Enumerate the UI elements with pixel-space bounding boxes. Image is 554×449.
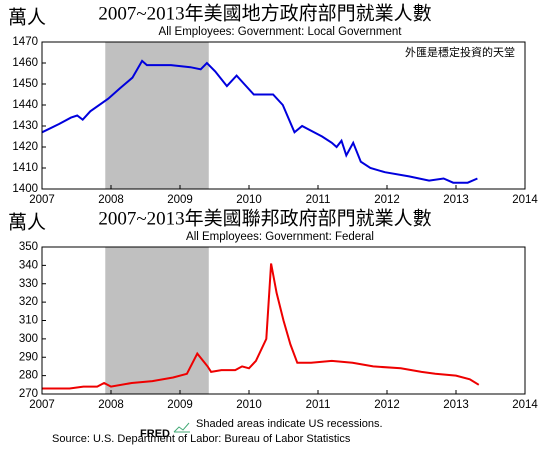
y-tick-label: 270: [19, 388, 38, 400]
y-tick-label: 340: [19, 259, 38, 271]
watermark: 外匯是穩定投資的天堂: [405, 45, 515, 59]
y-tick-label: 1410: [12, 162, 38, 174]
recession-shading: [105, 42, 209, 189]
chart-title: 2007~2013年美國聯邦政府部門就業人數: [98, 207, 431, 229]
x-tick-label: 2013: [443, 399, 469, 411]
plot-frame: [41, 246, 526, 395]
x-tick-label: 2010: [236, 399, 262, 411]
x-tick-label: 2014: [512, 399, 538, 411]
y-tick-label: 320: [19, 296, 38, 308]
y-tick-label: 280: [19, 370, 38, 382]
x-tick-label: 2014: [512, 194, 538, 206]
y-tick-label: 330: [19, 278, 38, 290]
fred-logo: FRED: [140, 428, 170, 440]
x-tick-label: 2011: [306, 399, 331, 411]
chart-subtitle: All Employees: Government: Local Governm…: [159, 26, 403, 38]
y-tick-label: 1460: [12, 57, 38, 69]
y-tick-label: 1440: [12, 99, 38, 111]
plot-frame: [41, 41, 526, 190]
x-tick-label: 2007: [29, 194, 55, 206]
y-tick-label: 1450: [12, 78, 38, 90]
x-tick-label: 2013: [443, 194, 469, 206]
data-line: [42, 263, 480, 390]
y-tick-label: 300: [19, 333, 38, 345]
x-tick-label: 2010: [236, 194, 262, 206]
x-tick-label: 2012: [374, 194, 400, 206]
y-tick-label: 1470: [12, 36, 38, 48]
y-tick-label: 1420: [12, 141, 38, 153]
y-tick-label: 1430: [12, 120, 38, 132]
chart-title: 2007~2013年美國地方政府部門就業人數: [98, 2, 431, 24]
x-tick-label: 2008: [98, 399, 124, 411]
x-tick-label: 2009: [167, 399, 193, 411]
x-tick-label: 2009: [167, 194, 193, 206]
y-tick-label: 310: [19, 315, 38, 327]
recession-shading: [105, 247, 209, 394]
recession-note: Shaded areas indicate US recessions.: [196, 418, 383, 430]
data-line: [41, 59, 478, 184]
y-unit-label: 萬人: [8, 6, 46, 28]
y-tick-label: 350: [19, 241, 38, 253]
y-tick-label: 290: [19, 351, 38, 363]
x-tick-label: 2012: [374, 399, 400, 411]
source-note: Source: U.S. Department of Labor: Bureau…: [52, 433, 351, 445]
x-tick-label: 2007: [29, 399, 55, 411]
y-unit-label: 萬人: [8, 211, 46, 233]
fred-icon: [173, 422, 190, 433]
chart-subtitle: All Employees: Government: Federal: [186, 231, 374, 243]
y-tick-label: 1400: [12, 183, 38, 195]
x-tick-label: 2011: [306, 194, 331, 206]
x-tick-label: 2008: [98, 194, 124, 206]
